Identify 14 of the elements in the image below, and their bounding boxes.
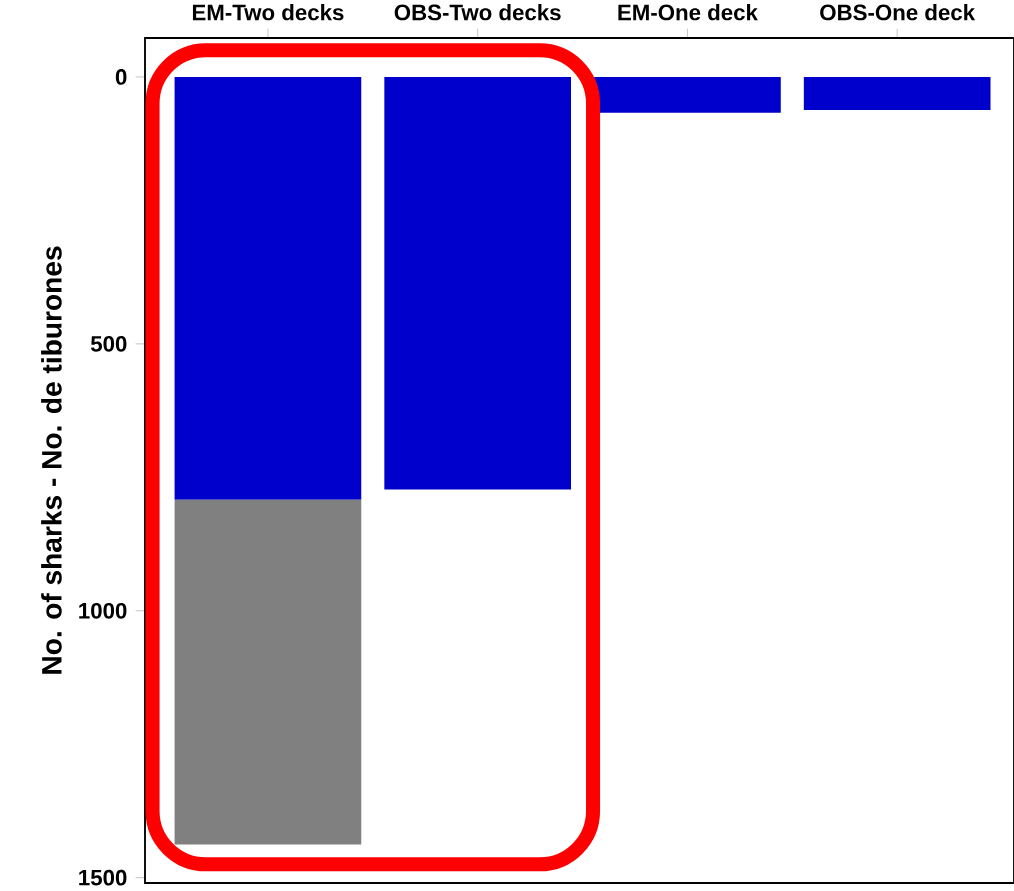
bar — [803, 76, 991, 111]
bar — [594, 76, 781, 113]
x-tick-label: OBS-One deck — [820, 4, 976, 21]
bar — [384, 76, 572, 490]
x-tick-label: OBS-Two decks — [394, 4, 561, 21]
x-tick-label: EM-One deck — [618, 4, 758, 21]
y-tick-label: 0 — [115, 69, 127, 85]
y-tick-label: 1000 — [79, 602, 127, 619]
bar — [174, 76, 362, 500]
y-tick-label: 1500 — [79, 869, 127, 886]
x-tick-label: EM-Two decks — [192, 4, 344, 21]
y-tick-label: 500 — [90, 335, 127, 352]
bar — [174, 499, 362, 845]
y-axis-title: No. of sharks - No. de tiburones — [41, 246, 62, 674]
